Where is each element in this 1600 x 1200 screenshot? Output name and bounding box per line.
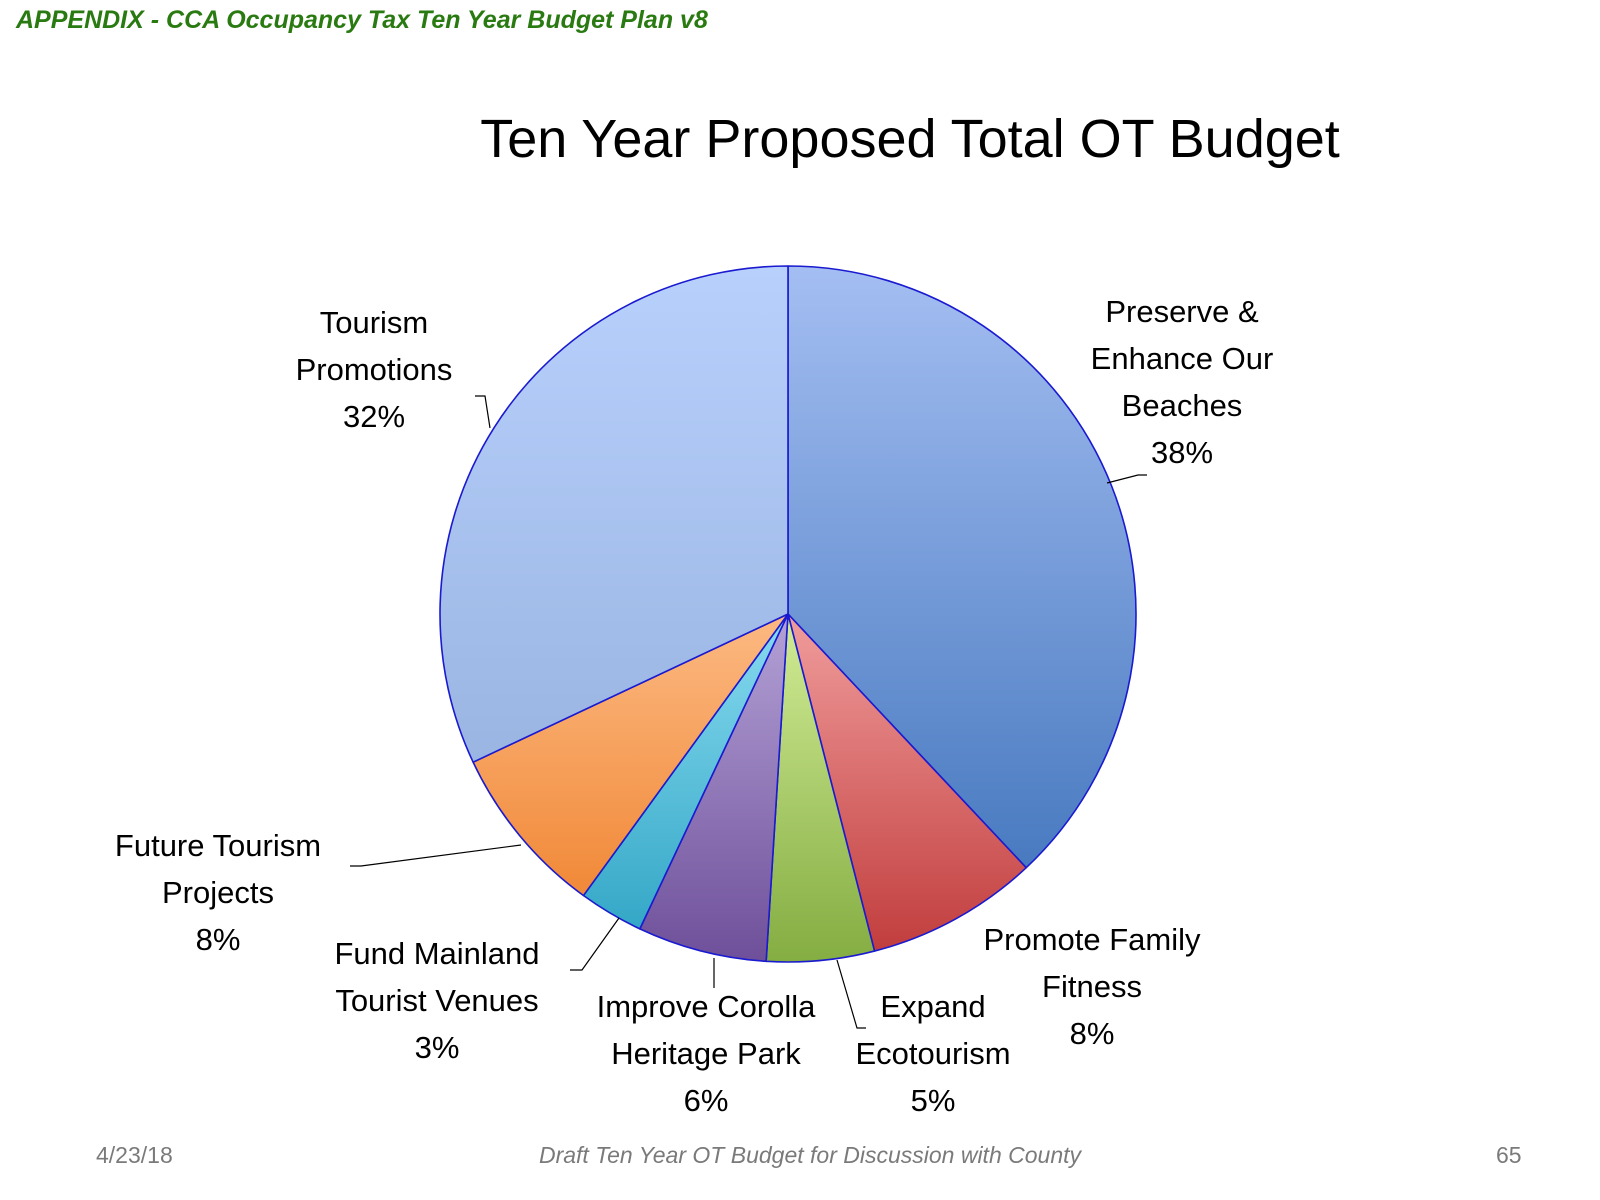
slide-header: APPENDIX - CCA Occupancy Tax Ten Year Bu… — [16, 6, 708, 34]
pie-slice-7 — [439, 265, 789, 763]
slice-percent-label: 32% — [343, 399, 405, 434]
slice-label-line: Beaches — [1122, 388, 1243, 423]
leader-line-7 — [475, 395, 491, 429]
slice-label-4: Improve Corolla Heritage Park 6% — [597, 989, 817, 1118]
leader-line-6 — [350, 844, 522, 867]
slice-label-line: Tourist Venues — [335, 983, 538, 1018]
pie-labels: Preserve & Enhance Our Beaches 38% Promote F… — [115, 294, 1273, 1118]
slice-label-1: Preserve & Enhance Our Beaches 38% — [1091, 294, 1274, 470]
slice-label-line: Fitness — [1042, 969, 1142, 1004]
slice-label-line: Improve Corolla — [597, 989, 817, 1024]
slice-label-line: Promote Family — [983, 922, 1201, 957]
footer-page-number: 65 — [1496, 1142, 1522, 1168]
slice-label-line: Preserve & — [1105, 294, 1259, 329]
slice-label-line: Projects — [162, 875, 274, 910]
pie-slice-2 — [787, 613, 1028, 952]
pie-slices — [439, 265, 1137, 963]
slice-label-line: Tourism — [320, 305, 429, 340]
leader-line-5 — [570, 917, 620, 971]
slice-label-2: Promote Family Fitness 8% — [983, 922, 1201, 1051]
leader-line-1 — [1106, 474, 1147, 484]
pie-leader-lines — [350, 395, 1147, 1029]
footer-caption: Draft Ten Year OT Budget for Discussion … — [538, 1142, 1082, 1168]
slice-label-7: Tourism Promotions 32% — [296, 305, 453, 434]
slice-label-5: Fund Mainland Tourist Venues 3% — [334, 936, 539, 1065]
slice-label-line: Ecotourism — [855, 1036, 1010, 1071]
slice-percent-label: 8% — [1070, 1016, 1115, 1051]
pie-slice-1 — [787, 265, 1137, 869]
slice-label-line: Fund Mainland — [334, 936, 539, 971]
slice-label-line: Heritage Park — [611, 1036, 801, 1071]
slice-label-line: Future Tourism — [115, 828, 321, 863]
slice-percent-label: 6% — [684, 1083, 729, 1118]
chart-title: Ten Year Proposed Total OT Budget — [480, 109, 1340, 169]
footer-date: 4/23/18 — [96, 1142, 173, 1168]
slice-percent-label: 5% — [911, 1083, 956, 1118]
slice-label-6: Future Tourism Projects 8% — [115, 828, 321, 957]
pie-slice-4 — [639, 613, 789, 963]
slice-percent-label: 3% — [415, 1030, 460, 1065]
slice-percent-label: 8% — [196, 922, 241, 957]
pie-slice-6 — [472, 613, 789, 897]
leader-line-3 — [836, 959, 866, 1029]
slice-label-line: Enhance Our — [1091, 341, 1274, 376]
slice-label-line: Promotions — [296, 352, 453, 387]
slice-label-3: Expand Ecotourism 5% — [855, 989, 1010, 1118]
slice-percent-label: 38% — [1151, 435, 1213, 470]
slice-label-line: Expand — [880, 989, 985, 1024]
